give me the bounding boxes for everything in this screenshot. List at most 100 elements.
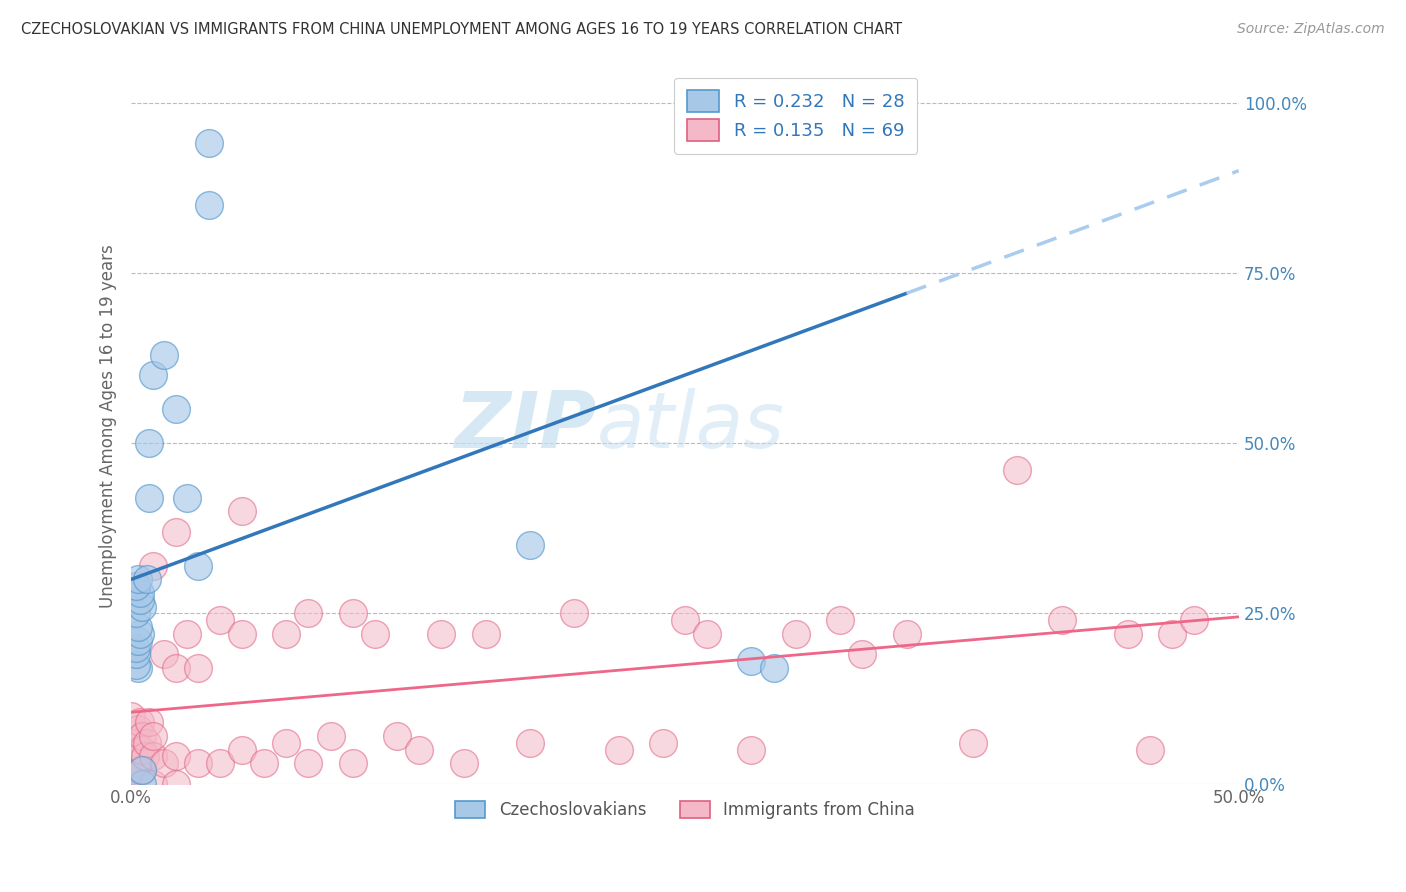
Point [129, 742, 152, 756]
Point [562, 607, 585, 621]
Point [696, 627, 718, 641]
Point [1184, 613, 1206, 627]
Point [153, 648, 176, 662]
Point [519, 538, 541, 552]
Point [142, 749, 165, 764]
Point [1161, 627, 1184, 641]
Point [125, 640, 148, 655]
Point [127, 756, 149, 771]
Point [364, 627, 387, 641]
Point [125, 648, 148, 662]
Point [127, 620, 149, 634]
Point [176, 627, 198, 641]
Point [342, 607, 364, 621]
Point [430, 627, 453, 641]
Point [740, 742, 762, 756]
Point [187, 756, 209, 771]
Point [129, 586, 152, 600]
Point [125, 736, 148, 750]
Point [408, 742, 430, 756]
Point [135, 573, 157, 587]
Point [165, 749, 187, 764]
Point [134, 749, 156, 764]
Point [385, 729, 408, 743]
Point [1139, 742, 1161, 756]
Point [319, 729, 342, 743]
Point [1116, 627, 1139, 641]
Point [197, 198, 219, 212]
Point [208, 613, 231, 627]
Point [176, 491, 198, 505]
Point [125, 657, 148, 672]
Y-axis label: Unemployment Among Ages 16 to 19 years: Unemployment Among Ages 16 to 19 years [100, 244, 117, 608]
Point [187, 661, 209, 675]
Point [165, 777, 187, 791]
Point [142, 558, 165, 573]
Point [828, 613, 851, 627]
Point [165, 402, 187, 417]
Point [962, 736, 984, 750]
Point [297, 607, 319, 621]
Point [135, 736, 157, 750]
Point [740, 654, 762, 668]
Point [453, 756, 475, 771]
Point [131, 763, 153, 777]
Point [519, 736, 541, 750]
Point [231, 504, 253, 518]
Point [231, 627, 253, 641]
Point [297, 756, 319, 771]
Point [607, 742, 630, 756]
Point [342, 756, 364, 771]
Point [785, 627, 807, 641]
Point [129, 592, 152, 607]
Point [208, 756, 231, 771]
Point [851, 648, 873, 662]
Point [138, 491, 160, 505]
Point [127, 723, 149, 737]
Point [474, 627, 496, 641]
Point [187, 558, 209, 573]
Point [125, 579, 148, 593]
Point [127, 573, 149, 587]
Point [129, 627, 152, 641]
Point [142, 368, 165, 382]
Point [120, 736, 142, 750]
Point [1050, 613, 1073, 627]
Point [131, 763, 153, 777]
Point [129, 715, 152, 730]
Point [165, 661, 187, 675]
Point [142, 777, 165, 791]
Point [131, 729, 153, 743]
Point [131, 599, 153, 614]
Text: atlas: atlas [596, 388, 785, 464]
Point [120, 777, 142, 791]
Point [276, 627, 298, 641]
Point [120, 708, 142, 723]
Point [142, 729, 165, 743]
Point [197, 136, 219, 151]
Point [896, 627, 918, 641]
Point [1007, 463, 1029, 477]
Point [125, 756, 148, 771]
Text: CZECHOSLOVAKIAN VS IMMIGRANTS FROM CHINA UNEMPLOYMENT AMONG AGES 16 TO 19 YEARS : CZECHOSLOVAKIAN VS IMMIGRANTS FROM CHINA… [21, 22, 903, 37]
Point [129, 763, 152, 777]
Point [165, 524, 187, 539]
Point [673, 613, 696, 627]
Point [138, 715, 160, 730]
Point [253, 756, 276, 771]
Point [231, 742, 253, 756]
Point [120, 749, 142, 764]
Point [276, 736, 298, 750]
Text: Source: ZipAtlas.com: Source: ZipAtlas.com [1237, 22, 1385, 37]
Text: ZIP: ZIP [454, 388, 596, 464]
Point [138, 436, 160, 450]
Point [762, 661, 785, 675]
Point [125, 607, 148, 621]
Legend: Czechoslovakians, Immigrants from China: Czechoslovakians, Immigrants from China [449, 794, 921, 825]
Point [651, 736, 673, 750]
Point [153, 756, 176, 771]
Point [127, 633, 149, 648]
Point [153, 348, 176, 362]
Point [120, 763, 142, 777]
Point [120, 804, 142, 818]
